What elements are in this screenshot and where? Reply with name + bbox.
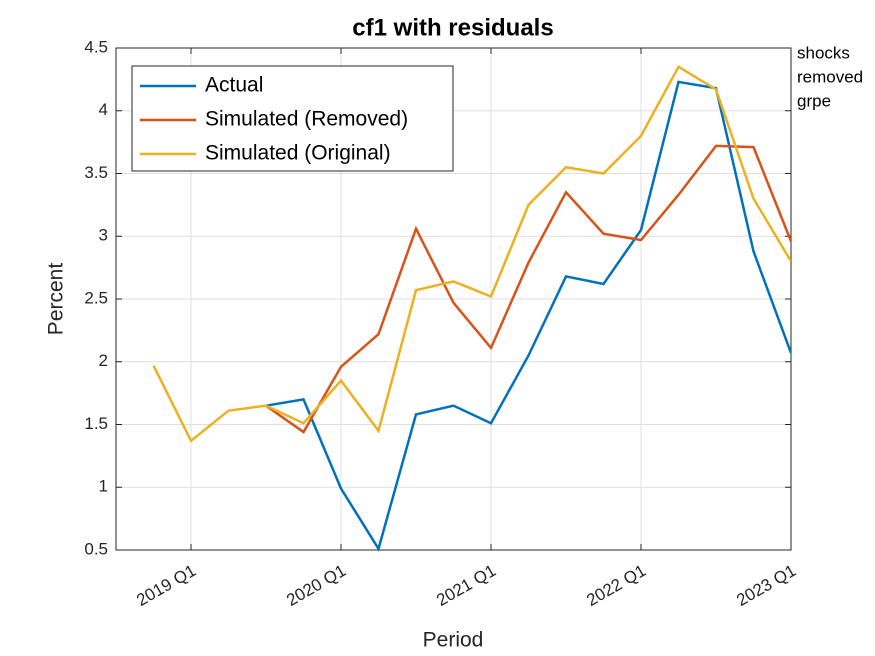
x-tick-label: 2023 Q1 (733, 561, 799, 610)
y-axis-label: Percent (45, 263, 68, 336)
y-tick-label: 3.5 (84, 163, 108, 182)
line-series (265, 144, 791, 434)
annotation: grpe (797, 91, 831, 110)
y-tick-label: 1 (99, 477, 108, 496)
y-tick-label: 0.5 (84, 539, 108, 558)
y-tick-label: 4 (99, 100, 108, 119)
y-tick-label: 2.5 (84, 288, 108, 307)
axes-box (115, 47, 792, 551)
x-tick-label: 2020 Q1 (283, 561, 349, 610)
x-tick-label: 2019 Q1 (133, 561, 199, 610)
annotation: removed (797, 67, 863, 86)
x-tick-label: 2022 Q1 (583, 561, 649, 610)
y-tick-label: 2 (99, 351, 108, 370)
x-tick-label: 2021 Q1 (433, 561, 499, 610)
legend-label: Simulated (Removed) (205, 108, 408, 131)
legend-label: Simulated (Original) (205, 142, 391, 165)
y-tick-label: 3 (99, 226, 108, 245)
annotation: shocks (797, 43, 850, 62)
line-series (265, 80, 791, 552)
legend-label: Actual (205, 74, 263, 97)
line-series (152, 65, 791, 443)
chart-title: cf1 with residuals (352, 14, 553, 41)
y-tick-label: 1.5 (84, 414, 108, 433)
y-tick-label: 4.5 (84, 37, 108, 56)
x-axis-label: Period (423, 629, 484, 652)
